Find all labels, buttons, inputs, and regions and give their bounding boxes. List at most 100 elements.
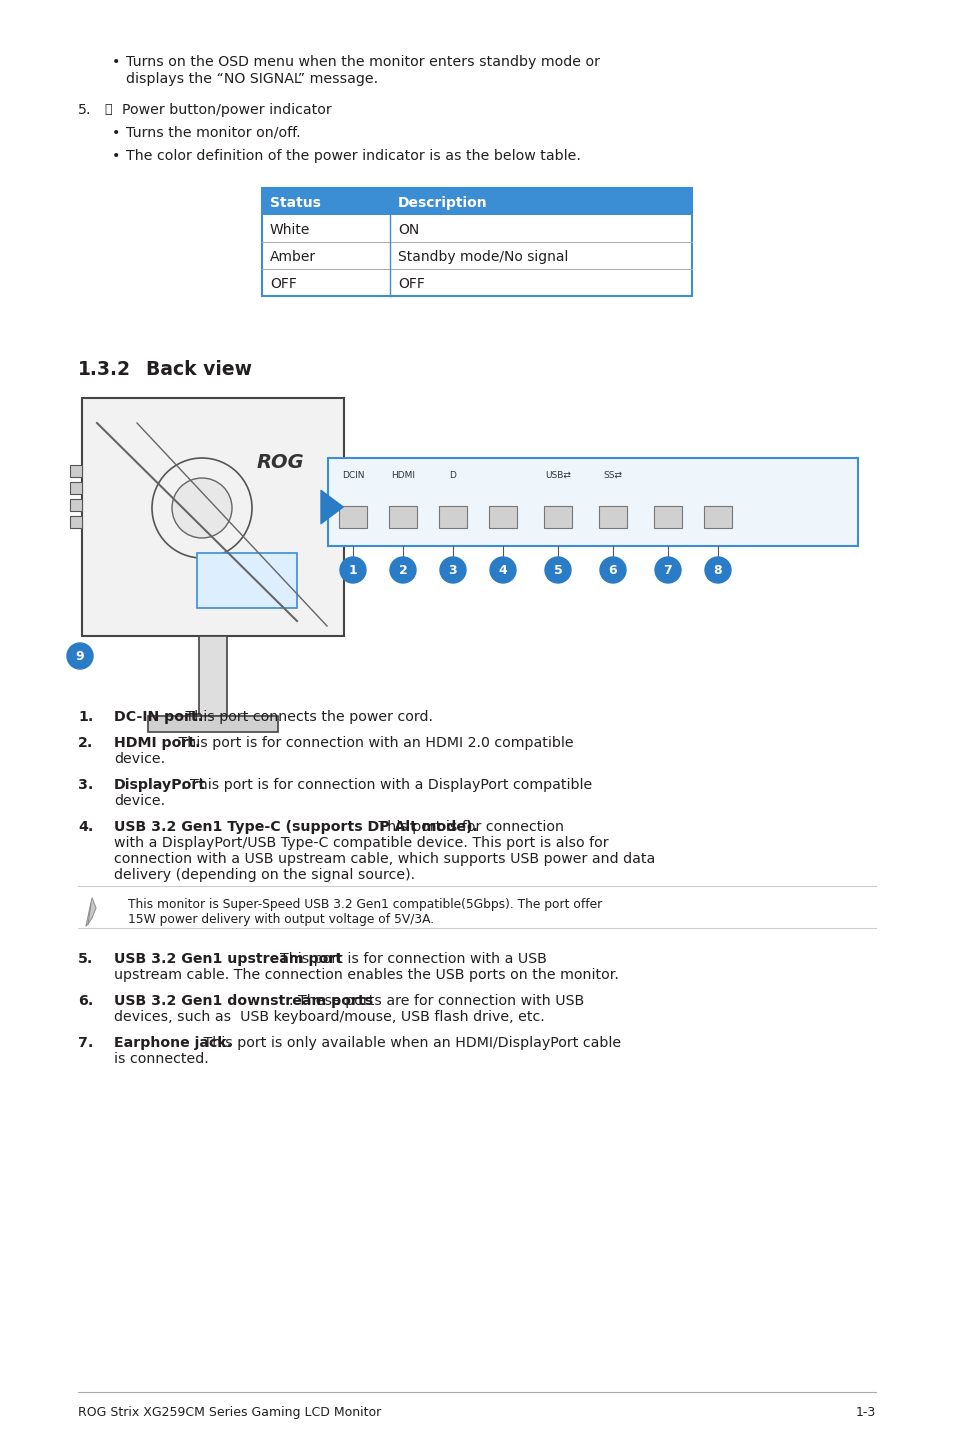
Bar	[148, 716, 277, 732]
Bar	[598, 506, 626, 528]
Text: with a DisplayPort/USB Type-C compatible device. This port is also for: with a DisplayPort/USB Type-C compatible…	[113, 835, 608, 850]
Circle shape	[704, 557, 730, 582]
Text: Earphone jack.: Earphone jack.	[113, 1035, 232, 1050]
Text: 1.: 1.	[78, 710, 93, 723]
Bar	[70, 482, 82, 495]
Text: ROG: ROG	[256, 453, 304, 472]
Text: HDMI port.: HDMI port.	[113, 736, 200, 751]
Text: devices, such as  USB keyboard/mouse, USB flash drive, etc.: devices, such as USB keyboard/mouse, USB…	[113, 1009, 544, 1024]
Text: 9: 9	[75, 650, 84, 663]
Bar	[82, 398, 344, 636]
Circle shape	[390, 557, 416, 582]
Bar	[489, 506, 517, 528]
Text: Status: Status	[270, 196, 320, 210]
Circle shape	[490, 557, 516, 582]
Text: 6: 6	[608, 564, 617, 577]
Text: 5.: 5.	[78, 952, 93, 966]
Polygon shape	[86, 897, 96, 926]
Text: Back view: Back view	[146, 360, 252, 380]
Bar	[70, 499, 82, 510]
Text: USB 3.2 Gen1 upstream port: USB 3.2 Gen1 upstream port	[113, 952, 342, 966]
Text: •: •	[112, 127, 120, 139]
Text: 2.: 2.	[78, 736, 93, 751]
Text: upstream cable. The connection enables the USB ports on the monitor.: upstream cable. The connection enables t…	[113, 968, 618, 982]
Text: DCIN: DCIN	[341, 472, 364, 480]
Text: ON: ON	[397, 223, 418, 237]
Text: . This port is for connection with a DisplayPort compatible: . This port is for connection with a Dis…	[180, 778, 591, 792]
Text: Power button/power indicator: Power button/power indicator	[122, 104, 332, 116]
Text: OFF: OFF	[270, 278, 296, 290]
Bar	[262, 269, 691, 296]
Text: 1: 1	[348, 564, 357, 577]
Text: SS⇄: SS⇄	[603, 472, 622, 480]
Text: is connected.: is connected.	[113, 1053, 209, 1066]
Bar	[196, 554, 296, 608]
Bar	[703, 506, 731, 528]
Text: DisplayPort: DisplayPort	[113, 778, 206, 792]
Bar	[389, 506, 416, 528]
Circle shape	[172, 477, 232, 538]
Bar	[654, 506, 681, 528]
Text: This monitor is Super-Speed USB 3.2 Gen1 compatible(5Gbps). The port offer: This monitor is Super-Speed USB 3.2 Gen1…	[128, 897, 601, 912]
Text: Amber: Amber	[270, 250, 315, 265]
Text: USB 3.2 Gen1 downstream ports: USB 3.2 Gen1 downstream ports	[113, 994, 373, 1008]
Text: DC-IN port.: DC-IN port.	[113, 710, 203, 723]
Bar	[70, 516, 82, 528]
Circle shape	[655, 557, 680, 582]
Text: 3.: 3.	[78, 778, 93, 792]
Text: This port is for connection with an HDMI 2.0 compatible: This port is for connection with an HDMI…	[174, 736, 574, 751]
Circle shape	[339, 557, 366, 582]
Bar	[328, 457, 857, 546]
Text: This port connects the power cord.: This port connects the power cord.	[180, 710, 432, 723]
Text: device.: device.	[113, 794, 165, 808]
Circle shape	[599, 557, 625, 582]
Text: D: D	[449, 472, 456, 480]
Text: 3: 3	[448, 564, 456, 577]
Bar	[199, 636, 227, 716]
Text: 1-3: 1-3	[855, 1406, 875, 1419]
Text: connection with a USB upstream cable, which supports USB power and data: connection with a USB upstream cable, wh…	[113, 851, 655, 866]
Text: 2: 2	[398, 564, 407, 577]
Text: USB 3.2 Gen1 Type-C (supports DP Alt mode).: USB 3.2 Gen1 Type-C (supports DP Alt mod…	[113, 820, 477, 834]
Bar	[262, 242, 691, 269]
Text: displays the “NO SIGNAL” message.: displays the “NO SIGNAL” message.	[126, 72, 377, 86]
Text: . These ports are for connection with USB: . These ports are for connection with US…	[289, 994, 584, 1008]
Text: 8: 8	[713, 564, 721, 577]
Bar	[262, 216, 691, 242]
Text: Standby mode/No signal: Standby mode/No signal	[397, 250, 568, 265]
Circle shape	[439, 557, 465, 582]
Text: . This port is for connection with a USB: . This port is for connection with a USB	[271, 952, 547, 966]
Bar	[338, 506, 367, 528]
Text: 15W power delivery with output voltage of 5V/3A.: 15W power delivery with output voltage o…	[128, 913, 434, 926]
Text: 4.: 4.	[78, 820, 93, 834]
Bar	[438, 506, 467, 528]
Text: White: White	[270, 223, 310, 237]
Text: ROG Strix XG259CM Series Gaming LCD Monitor: ROG Strix XG259CM Series Gaming LCD Moni…	[78, 1406, 381, 1419]
Bar	[543, 506, 572, 528]
Text: HDMI: HDMI	[391, 472, 415, 480]
Bar	[262, 188, 691, 216]
Text: 6.: 6.	[78, 994, 93, 1008]
Text: device.: device.	[113, 752, 165, 766]
Circle shape	[544, 557, 571, 582]
Text: This port is for connection: This port is for connection	[374, 820, 563, 834]
Text: 1.3.2: 1.3.2	[78, 360, 131, 380]
Text: 5: 5	[553, 564, 561, 577]
Text: Description: Description	[397, 196, 487, 210]
Text: Turns the monitor on/off.: Turns the monitor on/off.	[126, 127, 300, 139]
Text: delivery (depending on the signal source).: delivery (depending on the signal source…	[113, 869, 415, 881]
Bar	[70, 464, 82, 477]
Text: USB⇄: USB⇄	[544, 472, 570, 480]
FancyArrowPatch shape	[320, 490, 343, 523]
Text: OFF: OFF	[397, 278, 424, 290]
Text: 7: 7	[663, 564, 672, 577]
Text: Turns on the OSD menu when the monitor enters standby mode or: Turns on the OSD menu when the monitor e…	[126, 55, 599, 69]
Text: 4: 4	[498, 564, 507, 577]
Text: •: •	[112, 150, 120, 162]
Text: 5.: 5.	[78, 104, 91, 116]
Text: •: •	[112, 55, 120, 69]
Text: The color definition of the power indicator is as the below table.: The color definition of the power indica…	[126, 150, 580, 162]
Text: This port is only available when an HDMI/DisplayPort cable: This port is only available when an HDMI…	[198, 1035, 620, 1050]
Text: 7.: 7.	[78, 1035, 93, 1050]
Text: ⏻: ⏻	[104, 104, 112, 116]
